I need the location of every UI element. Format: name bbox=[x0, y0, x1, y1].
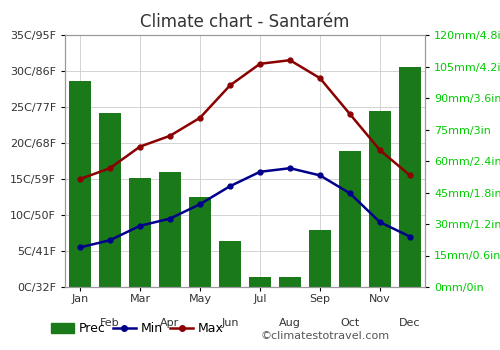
Bar bbox=[249, 276, 271, 287]
Text: Jun: Jun bbox=[221, 317, 239, 328]
Bar bbox=[339, 150, 361, 287]
Text: Dec: Dec bbox=[399, 317, 421, 328]
Legend: Prec, Min, Max: Prec, Min, Max bbox=[46, 317, 228, 340]
Text: ©climatestotravel.com: ©climatestotravel.com bbox=[260, 331, 389, 341]
Bar bbox=[159, 172, 181, 287]
Bar bbox=[399, 66, 421, 287]
Text: Oct: Oct bbox=[340, 317, 359, 328]
Title: Climate chart - Santarém: Climate chart - Santarém bbox=[140, 13, 350, 31]
Bar bbox=[99, 113, 121, 287]
Bar bbox=[189, 197, 211, 287]
Text: Aug: Aug bbox=[279, 317, 301, 328]
Text: Feb: Feb bbox=[100, 317, 120, 328]
Text: Apr: Apr bbox=[160, 317, 180, 328]
Bar bbox=[369, 111, 391, 287]
Bar bbox=[309, 230, 331, 287]
Bar bbox=[129, 178, 151, 287]
Bar bbox=[219, 241, 241, 287]
Bar bbox=[69, 81, 91, 287]
Bar bbox=[279, 276, 301, 287]
